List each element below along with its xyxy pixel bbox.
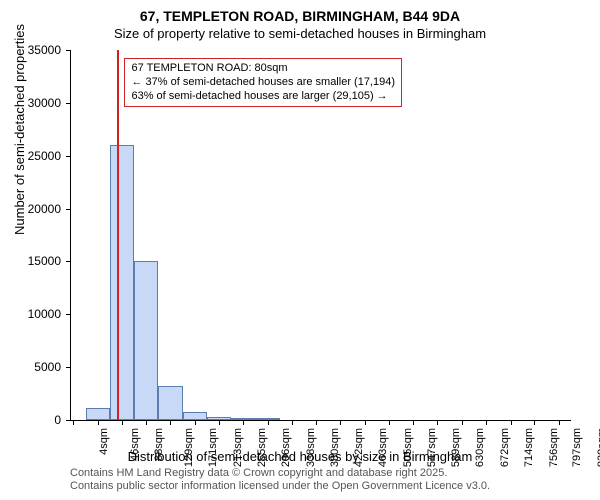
- annotation-line: ← 37% of semi-detached houses are smalle…: [131, 76, 395, 90]
- histogram-bar: [86, 408, 110, 420]
- credit-line: Contains public sector information licen…: [70, 480, 490, 494]
- chart-container: 67, TEMPLETON ROAD, BIRMINGHAM, B44 9DA …: [0, 0, 600, 500]
- annotation-line: 67 TEMPLETON ROAD: 80sqm: [131, 62, 395, 76]
- histogram-bar: [134, 261, 158, 420]
- y-tick-label: 10000: [11, 307, 61, 321]
- x-tick: [146, 420, 147, 425]
- x-tick: [219, 420, 220, 425]
- y-axis-label: Number of semi-detached properties: [12, 24, 27, 235]
- x-tick: [486, 420, 487, 425]
- histogram-bar: [255, 418, 279, 420]
- x-tick: [73, 420, 74, 425]
- x-axis-label: Distribution of semi-detached houses by …: [0, 449, 600, 464]
- x-tick: [437, 420, 438, 425]
- chart-subtitle: Size of property relative to semi-detach…: [0, 26, 600, 41]
- property-marker-line: [117, 50, 119, 420]
- x-tick: [462, 420, 463, 425]
- credit-line: Contains HM Land Registry data © Crown c…: [70, 467, 490, 481]
- x-tick: [389, 420, 390, 425]
- x-tick: [243, 420, 244, 425]
- chart-title: 67, TEMPLETON ROAD, BIRMINGHAM, B44 9DA: [0, 8, 600, 24]
- x-tick: [413, 420, 414, 425]
- x-tick: [195, 420, 196, 425]
- x-tick: [511, 420, 512, 425]
- x-tick: [534, 420, 535, 425]
- histogram-bar: [207, 417, 231, 420]
- x-tick: [316, 420, 317, 425]
- histogram-bar: [110, 145, 134, 420]
- x-tick: [365, 420, 366, 425]
- x-tick: [559, 420, 560, 425]
- y-tick-label: 5000: [11, 360, 61, 374]
- x-tick: [122, 420, 123, 425]
- histogram-bar: [231, 418, 255, 420]
- y-tick-label: 15000: [11, 254, 61, 268]
- annotation-box: 67 TEMPLETON ROAD: 80sqm← 37% of semi-de…: [124, 58, 402, 107]
- x-tick: [98, 420, 99, 425]
- plot-area: 050001000015000200002500030000350004sqm4…: [70, 50, 571, 421]
- histogram-bar: [158, 386, 182, 420]
- x-tick: [170, 420, 171, 425]
- x-tick: [268, 420, 269, 425]
- x-tick: [292, 420, 293, 425]
- y-tick-label: 0: [11, 413, 61, 427]
- x-tick: [340, 420, 341, 425]
- histogram-bar: [183, 412, 207, 420]
- annotation-line: 63% of semi-detached houses are larger (…: [131, 90, 395, 104]
- credits-block: Contains HM Land Registry data © Crown c…: [70, 467, 490, 495]
